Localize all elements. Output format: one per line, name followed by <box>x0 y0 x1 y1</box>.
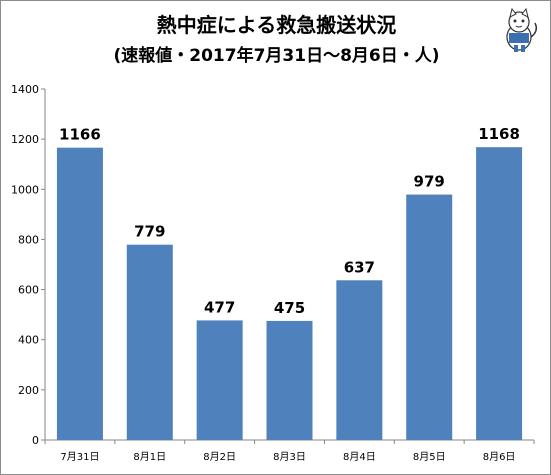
bar <box>476 147 523 440</box>
data-label: 477 <box>204 298 235 316</box>
data-label: 1168 <box>478 125 520 143</box>
y-tick-label: 1400 <box>11 83 39 96</box>
x-tick-label: 8月3日 <box>273 451 306 463</box>
x-tick-label: 8月5日 <box>413 451 446 463</box>
y-tick-label: 600 <box>18 284 39 297</box>
x-tick-label: 8月1日 <box>133 451 166 463</box>
y-tick-label: 1000 <box>11 183 39 196</box>
x-tick-label: 8月2日 <box>203 451 236 463</box>
bar <box>56 147 103 440</box>
y-tick-label: 400 <box>18 334 39 347</box>
y-tick-label: 0 <box>32 434 39 447</box>
bar <box>406 194 453 440</box>
bar <box>126 244 173 440</box>
x-tick-label: 8月6日 <box>483 451 516 463</box>
x-tick-label: 7月31日 <box>60 451 99 463</box>
bar <box>196 320 243 440</box>
data-label: 475 <box>274 299 305 317</box>
data-label: 637 <box>344 258 375 276</box>
data-label: 1166 <box>59 126 101 144</box>
bar <box>266 320 313 440</box>
chart-title: 熱中症による救急搬送状況 <box>156 13 397 37</box>
y-tick-label: 200 <box>18 384 39 397</box>
y-tick-label: 1200 <box>11 133 39 146</box>
y-tick-label: 800 <box>18 233 39 246</box>
data-label: 979 <box>414 173 445 191</box>
cat-mascot-icon <box>506 7 538 52</box>
bar <box>336 280 383 440</box>
x-tick-label: 8月4日 <box>343 451 376 463</box>
data-label: 779 <box>134 223 165 241</box>
chart-subtitle: (速報値・2017年7月31日〜8月6日・人) <box>113 46 440 66</box>
